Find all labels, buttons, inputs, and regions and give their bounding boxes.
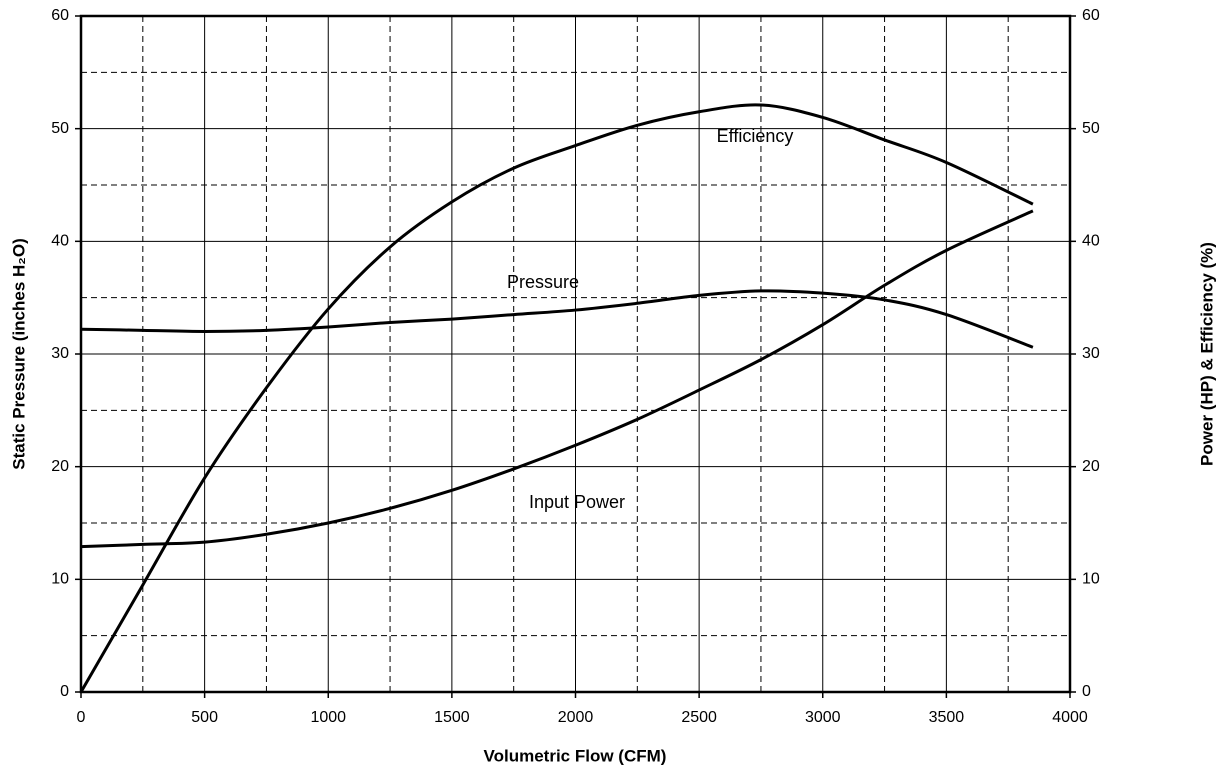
x-tick-label: 0 bbox=[77, 709, 86, 726]
y-axis-label: Static Pressure (inches H₂O) bbox=[9, 238, 28, 469]
series-label: Pressure bbox=[507, 272, 579, 292]
y2-tick-label: 50 bbox=[1082, 120, 1100, 137]
x-tick-label: 2500 bbox=[681, 709, 717, 726]
y2-tick-label: 20 bbox=[1082, 458, 1100, 475]
x-axis-label: Volumetric Flow (CFM) bbox=[484, 746, 667, 765]
series-line bbox=[80, 209, 1034, 549]
y2-tick-label: 60 bbox=[1082, 7, 1100, 24]
x-tick-label: 2000 bbox=[558, 709, 594, 726]
y2-tick-label: 10 bbox=[1082, 571, 1100, 588]
series-label: Input Power bbox=[529, 492, 625, 512]
y2-tick-label: 30 bbox=[1082, 345, 1100, 362]
y-tick-label: 30 bbox=[51, 345, 69, 362]
series-label: Efficiency bbox=[717, 126, 794, 146]
y-tick-label: 40 bbox=[51, 233, 69, 250]
series-line bbox=[80, 289, 1034, 349]
y2-tick-label: 40 bbox=[1082, 233, 1100, 250]
x-tick-label: 4000 bbox=[1052, 709, 1088, 726]
plot-frame bbox=[79, 14, 1072, 694]
y2-tick-label: 0 bbox=[1082, 683, 1091, 700]
x-tick-label: 3500 bbox=[929, 709, 965, 726]
y2-axis-label: Power (HP) & Efficiency (%) bbox=[1197, 242, 1216, 466]
x-tick-label: 500 bbox=[191, 709, 218, 726]
y-tick-label: 20 bbox=[51, 458, 69, 475]
y-tick-label: 50 bbox=[51, 120, 69, 137]
y-tick-label: 60 bbox=[51, 7, 69, 24]
y-tick-label: 10 bbox=[51, 571, 69, 588]
x-tick-label: 1500 bbox=[434, 709, 470, 726]
x-tick-label: 3000 bbox=[805, 709, 841, 726]
x-tick-label: 1000 bbox=[310, 709, 346, 726]
series-line bbox=[79, 103, 1034, 693]
y-tick-label: 0 bbox=[60, 683, 69, 700]
